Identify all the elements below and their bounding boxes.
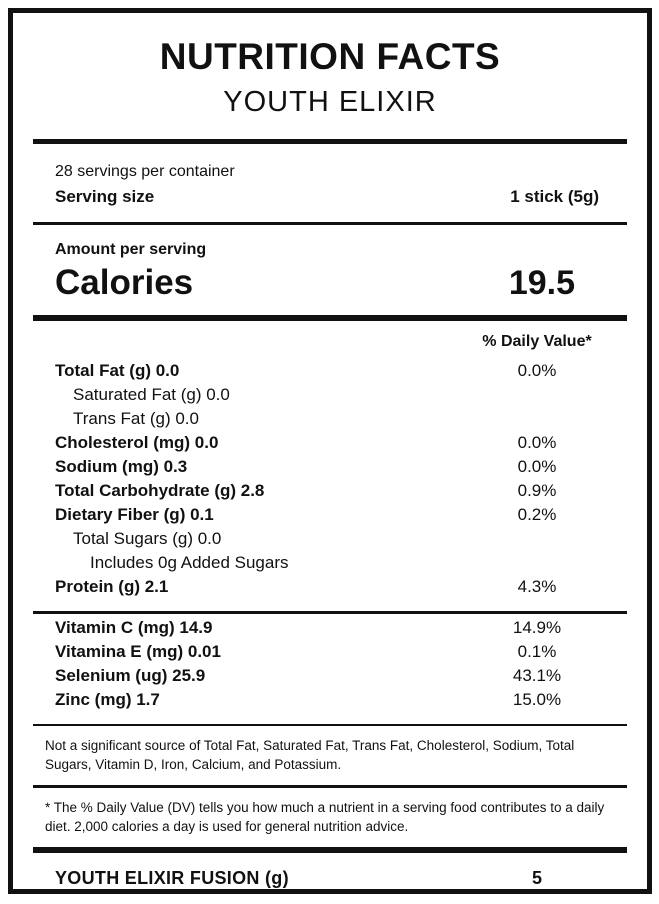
- micronutrient-row: Selenium (ug) 25.9 43.1%: [33, 664, 627, 688]
- serving-size-label: Serving size: [55, 187, 155, 206]
- divider-thick-calories: [33, 315, 627, 321]
- nutrient-row: Total Sugars (g) 0.0: [33, 527, 627, 551]
- daily-value-header: % Daily Value*: [482, 333, 592, 350]
- nutrient-name: Total Sugars (g) 0.0: [73, 529, 222, 548]
- nutrient-row: Dietary Fiber (g) 0.1 0.2%: [33, 503, 627, 527]
- nutrient-name: Total Fat (g) 0.0: [55, 361, 180, 380]
- nutrient-name: Saturated Fat (g) 0.0: [73, 385, 230, 404]
- nutrient-rows: Total Fat (g) 0.0 0.0% Saturated Fat (g)…: [33, 357, 627, 611]
- calories-section: Amount per serving Calories 19.5: [33, 225, 627, 315]
- nutrient-daily-value: 0.2%: [517, 505, 557, 524]
- micronutrient-name: Zinc (mg) 1.7: [55, 690, 160, 709]
- label-header: NUTRITION FACTS YOUTH ELIXIR: [33, 13, 627, 139]
- calories-row: Calories 19.5: [33, 261, 627, 305]
- serving-size-value: 1 stick (5g): [510, 187, 599, 206]
- nutrient-daily-value: 0.9%: [517, 481, 557, 500]
- footer-label: YOUTH ELIXIR FUSION (g): [55, 868, 289, 888]
- micronutrient-daily-value: 14.9%: [512, 618, 562, 637]
- nutrient-daily-value: 0.0%: [517, 361, 557, 380]
- nutrient-daily-value: 0.0%: [517, 433, 557, 452]
- nutrient-daily-value: 4.3%: [517, 577, 557, 596]
- nutrient-name: Dietary Fiber (g) 0.1: [55, 505, 214, 524]
- micronutrient-name: Vitamin C (mg) 14.9: [55, 618, 213, 637]
- divider-serving: [33, 222, 627, 225]
- nutrient-name: Sodium (mg) 0.3: [55, 457, 188, 476]
- divider-notes: [33, 785, 627, 788]
- divider-micronutrients: [33, 724, 627, 726]
- label-title: NUTRITION FACTS: [159, 36, 501, 77]
- micronutrient-rows: Vitamin C (mg) 14.9 14.9% Vitamina E (mg…: [33, 614, 627, 724]
- nutrient-row: Cholesterol (mg) 0.0 0.0%: [33, 431, 627, 455]
- nutrient-name: Trans Fat (g) 0.0: [73, 409, 199, 428]
- nutrient-name: Total Carbohydrate (g) 2.8: [55, 481, 265, 500]
- footer-value: 5: [531, 868, 542, 888]
- micronutrient-row: Zinc (mg) 1.7 15.0%: [33, 688, 627, 712]
- nutrient-row: Total Carbohydrate (g) 2.8 0.9%: [33, 479, 627, 503]
- micronutrient-row: Vitamina E (mg) 0.01 0.1%: [33, 640, 627, 664]
- not-significant-note: Not a significant source of Total Fat, S…: [45, 738, 575, 772]
- calories-value: 19.5: [508, 264, 575, 302]
- serving-section: 28 servings per container Serving size 1…: [33, 144, 627, 222]
- micronutrient-name: Selenium (ug) 25.9: [55, 666, 206, 685]
- divider-thick-footer: [33, 847, 627, 853]
- nutrient-row: Total Fat (g) 0.0 0.0%: [33, 359, 627, 383]
- nutrient-name: Cholesterol (mg) 0.0: [55, 433, 219, 452]
- micronutrient-name: Vitamina E (mg) 0.01: [55, 642, 221, 661]
- divider-protein: [33, 611, 627, 614]
- servings-per-container: 28 servings per container: [55, 163, 235, 180]
- nutrient-row: Protein (g) 2.1 4.3%: [33, 575, 627, 599]
- micronutrient-daily-value: 43.1%: [512, 666, 562, 685]
- calories-label: Calories: [55, 263, 194, 302]
- nutrient-name: Protein (g) 2.1: [55, 577, 169, 596]
- nutrient-row: Includes 0g Added Sugars: [33, 551, 627, 575]
- daily-value-header-row: % Daily Value*: [33, 321, 627, 357]
- nutrient-daily-value: 0.0%: [517, 457, 557, 476]
- nutrient-row: Saturated Fat (g) 0.0: [33, 383, 627, 407]
- nutrient-row: Sodium (mg) 0.3 0.0%: [33, 455, 627, 479]
- serving-size-row: Serving size 1 stick (5g): [33, 184, 627, 210]
- footer-row: YOUTH ELIXIR FUSION (g) 5: [33, 853, 627, 889]
- micronutrient-daily-value: 0.1%: [517, 642, 557, 661]
- nutrient-row: Trans Fat (g) 0.0: [33, 407, 627, 431]
- micronutrient-row: Vitamin C (mg) 14.9 14.9%: [33, 616, 627, 640]
- daily-value-note: * The % Daily Value (DV) tells you how m…: [45, 800, 605, 834]
- nutrition-facts-label: NUTRITION FACTS YOUTH ELIXIR 28 servings…: [8, 8, 652, 894]
- micronutrient-daily-value: 15.0%: [512, 690, 562, 709]
- product-name: YOUTH ELIXIR: [223, 86, 437, 118]
- amount-per-serving-label: Amount per serving: [55, 241, 207, 258]
- nutrient-name: Includes 0g Added Sugars: [90, 553, 289, 572]
- divider-thick-top: [33, 139, 627, 144]
